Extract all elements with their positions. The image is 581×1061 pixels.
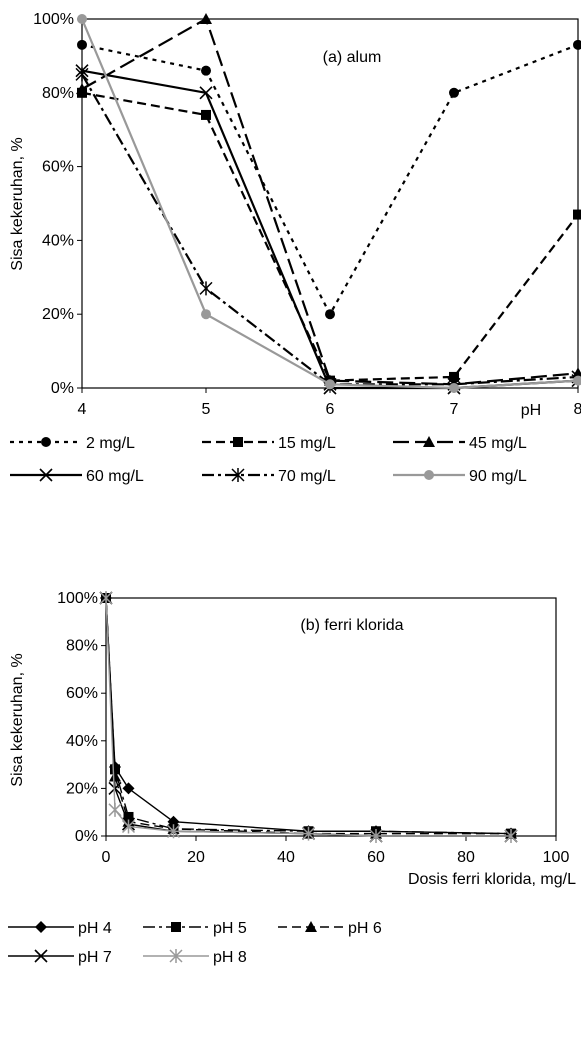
y-tick-label: 100% (57, 590, 98, 607)
data-point (573, 209, 581, 220)
chart-b-legend: pH 4 pH 5 pH 6 pH 7 pH 8 (8, 920, 382, 966)
y-tick-label: 100% (33, 11, 74, 28)
y-tick-label: 40% (42, 232, 74, 249)
chart-b-x-axis-label: Dosis ferri klorida, mg/L (408, 871, 576, 888)
chart-a: (a) alum Sisa kekeruhan, % pH 0% 20% 40% 60… (9, 11, 581, 485)
data-point (573, 39, 581, 50)
x-tick-label: 40 (277, 849, 295, 866)
legend-label: pH 4 (78, 920, 112, 937)
data-point (77, 39, 87, 50)
legend-marker (305, 921, 317, 932)
y-tick-label: 60% (66, 685, 98, 702)
legend-marker (231, 468, 245, 482)
chart-a-x-axis-label: pH (521, 402, 541, 419)
data-point (449, 383, 459, 393)
y-tick-label: 20% (66, 780, 98, 797)
plot-area-b (105, 597, 557, 837)
data-point (122, 782, 135, 795)
chart-a-series (75, 13, 581, 395)
chart-b-axes: 0% 20% 40% 60% 80% 100% 0 20 40 60 80 100 (57, 590, 569, 866)
legend-label: pH 7 (78, 949, 112, 966)
y-tick-label: 80% (42, 85, 74, 102)
x-tick-label: 100 (543, 849, 570, 866)
x-tick-label: 80 (457, 849, 475, 866)
legend-label: 45 mg/L (469, 435, 527, 452)
legend-marker (423, 436, 435, 447)
data-point (77, 14, 87, 24)
data-point (573, 375, 581, 386)
legend-label: 60 mg/L (86, 468, 144, 485)
legend-marker (424, 470, 434, 480)
legend-label: 2 mg/L (86, 435, 135, 452)
data-point (201, 65, 211, 76)
legend-marker (39, 468, 53, 482)
legend-label: 70 mg/L (278, 468, 336, 485)
legend-marker (233, 437, 243, 447)
legend-marker (41, 437, 51, 447)
data-point (99, 591, 113, 605)
y-tick-label: 0% (75, 828, 98, 845)
chart-b-y-axis-label: Sisa kekeruhan, % (9, 653, 26, 786)
plot-area-a (81, 18, 579, 389)
legend-label: pH 6 (348, 920, 382, 937)
x-tick-label: 4 (78, 401, 87, 418)
data-point (449, 87, 459, 98)
data-point (108, 781, 122, 795)
legend-label: pH 8 (213, 949, 247, 966)
x-tick-label: 0 (102, 849, 111, 866)
data-point (449, 371, 459, 382)
legend-label: pH 5 (213, 920, 247, 937)
x-tick-label: 20 (187, 849, 205, 866)
data-point (166, 824, 181, 839)
data-point (301, 826, 316, 841)
data-point (75, 67, 89, 82)
chart-a-axes: 0% 20% 40% 60% 80% 100% 4 5 6 7 8 (33, 11, 581, 418)
series-line-45-mg-l (81, 17, 579, 386)
data-point (201, 109, 211, 120)
x-tick-label: 60 (367, 849, 385, 866)
x-tick-label: 8 (574, 401, 581, 418)
data-point (200, 13, 212, 24)
data-point (199, 281, 213, 296)
data-point (369, 829, 383, 843)
data-point (201, 309, 211, 320)
chart-a-legend: 2 mg/L 15 mg/L 45 mg/L 60 mg/L 70 mg/L 90 mg/… (10, 435, 527, 485)
chart-a-y-axis-label: Sisa kekeruhan, % (9, 137, 26, 270)
legend-marker (169, 949, 183, 963)
chart-a-title: (a) alum (323, 49, 382, 66)
legend-label: 15 mg/L (278, 435, 336, 452)
x-tick-label: 5 (202, 401, 211, 418)
legend-marker (35, 921, 47, 933)
y-tick-label: 20% (42, 306, 74, 323)
data-point (199, 86, 213, 100)
legend-marker (34, 949, 48, 963)
data-point (504, 829, 518, 843)
chart-b-title: (b) ferri klorida (300, 617, 403, 634)
y-tick-label: 0% (51, 380, 74, 397)
data-point (76, 83, 88, 95)
data-point (325, 309, 335, 320)
legend-label: 90 mg/L (469, 468, 527, 485)
chart-b: (b) ferri klorida Sisa kekeruhan, % Dosi… (8, 590, 576, 966)
x-tick-label: 6 (326, 401, 335, 418)
y-tick-label: 60% (42, 159, 74, 176)
data-point (121, 819, 136, 834)
y-tick-label: 80% (66, 638, 98, 655)
legend-marker (171, 922, 181, 932)
y-tick-label: 40% (66, 733, 98, 750)
data-point (325, 379, 335, 390)
data-point (108, 802, 122, 817)
x-tick-label: 7 (450, 401, 459, 418)
chart-b-series (99, 591, 518, 843)
